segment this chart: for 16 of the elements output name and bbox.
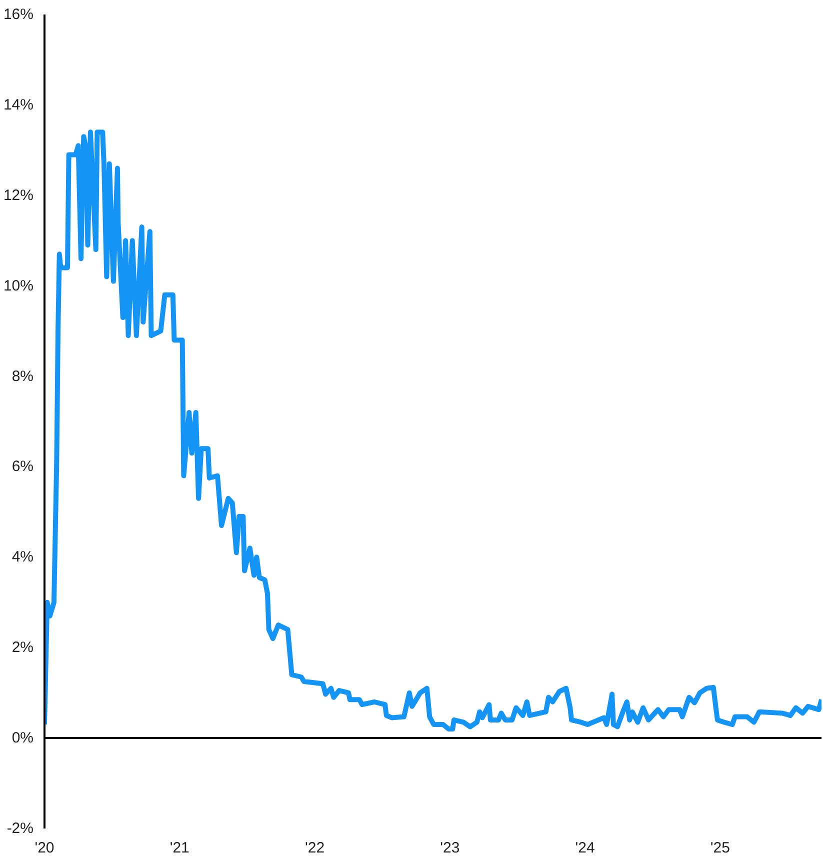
y-tick-label: 0% [12, 730, 34, 747]
x-tick-label: '25 [710, 840, 730, 856]
y-tick-label: 16% [3, 6, 34, 23]
y-tick-label: 8% [12, 368, 34, 385]
x-tick-label: '22 [304, 840, 325, 856]
x-tick-label: '20 [34, 840, 54, 856]
x-tick-label: '24 [575, 840, 595, 856]
y-tick-label: 14% [3, 96, 34, 114]
y-tick-label: 12% [3, 186, 34, 204]
x-tick-label: '21 [170, 840, 190, 856]
y-tick-label: 10% [3, 277, 34, 294]
y-tick-label: 6% [12, 458, 34, 476]
x-tick-label: '23 [440, 840, 460, 856]
y-tick-label: 4% [12, 548, 34, 566]
y-tick-label: 2% [12, 639, 34, 656]
y-tick-label: -2% [6, 820, 34, 837]
